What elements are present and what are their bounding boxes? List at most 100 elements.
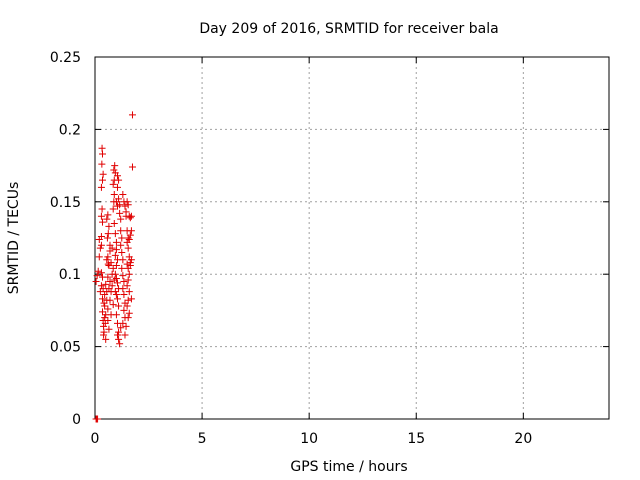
data-point: [123, 198, 131, 206]
data-point: [104, 230, 112, 238]
data-point: [98, 144, 106, 152]
y-tick-label: 0.05: [50, 340, 81, 356]
data-point: [104, 317, 112, 325]
x-axis-label: GPS time / hours: [290, 459, 407, 475]
data-point: [109, 264, 117, 272]
data-point: [104, 273, 112, 281]
data-point: [101, 314, 109, 322]
data-point: [94, 415, 102, 423]
data-point: [115, 195, 123, 203]
data-point: [126, 259, 134, 267]
chart-title: Day 209 of 2016, SRMTID for receiver bal…: [199, 21, 498, 37]
data-point: [124, 314, 132, 322]
data-point: [111, 288, 119, 296]
data-point: [113, 331, 121, 339]
data-point: [111, 230, 119, 238]
data-point: [97, 233, 105, 241]
data-point: [97, 282, 105, 290]
data-point: [120, 277, 128, 285]
data-point: [108, 282, 116, 290]
data-point: [103, 215, 111, 223]
data-point: [118, 234, 126, 242]
data-point: [127, 256, 135, 264]
data-point: [116, 209, 124, 217]
data-point: [120, 290, 128, 298]
data-point: [119, 285, 127, 293]
data-point: [116, 340, 124, 348]
data-point: [107, 259, 115, 267]
plot-frame: [94, 56, 610, 420]
data-point: [98, 160, 106, 168]
data-point: [128, 163, 136, 171]
data-point: [100, 328, 108, 336]
data-point: [104, 211, 112, 219]
data-point: [109, 180, 117, 188]
data-point: [105, 285, 113, 293]
data-point: [109, 301, 117, 309]
data-point: [110, 276, 118, 284]
data-point: [123, 260, 131, 268]
data-point: [95, 253, 103, 261]
x-tick-label: 20: [514, 431, 532, 447]
data-point: [113, 295, 121, 303]
data-point: [123, 282, 131, 290]
x-tick-label: 5: [198, 431, 207, 447]
data-point: [108, 244, 116, 252]
data-point: [112, 238, 120, 246]
data-point: [111, 270, 119, 278]
data-point: [111, 162, 119, 170]
data-point: [105, 325, 113, 333]
data-point: [103, 234, 111, 242]
grid: [95, 57, 609, 419]
data-point: [104, 253, 112, 261]
data-point: [121, 331, 129, 339]
x-tick-label: 10: [300, 431, 318, 447]
data-point: [112, 262, 120, 270]
data-point: [94, 267, 102, 275]
data-point: [119, 319, 127, 327]
data-point: [127, 295, 135, 303]
data-point: [93, 272, 101, 280]
data-point: [112, 290, 120, 298]
data-point: [120, 306, 128, 314]
data-point: [119, 191, 127, 199]
y-tick-label: 0.2: [59, 122, 81, 138]
data-point: [104, 305, 112, 313]
data-point: [112, 246, 120, 254]
x-tick-label: 15: [407, 431, 425, 447]
data-point: [126, 231, 134, 239]
data-point: [109, 205, 117, 213]
data-point: [127, 212, 135, 220]
y-tick-label: 0.15: [50, 195, 81, 211]
data-point: [125, 270, 133, 278]
data-point: [125, 309, 133, 317]
data-point: [113, 183, 121, 191]
data-point: [110, 166, 118, 174]
data-point: [126, 214, 134, 222]
y-tick-label: 0: [72, 412, 81, 428]
data-point: [102, 280, 110, 288]
data-point: [117, 227, 125, 235]
data-point: [113, 279, 121, 287]
data-point: [116, 201, 124, 209]
data-point: [110, 220, 118, 228]
data-point: [117, 241, 125, 249]
data-point: [112, 311, 120, 319]
data-point: [98, 176, 106, 184]
data-point: [106, 277, 114, 285]
data-point: [115, 302, 123, 310]
data-point: [118, 264, 126, 272]
data-point: [105, 222, 113, 230]
data-point: [110, 191, 118, 199]
data-point: [119, 256, 127, 264]
data-point: [97, 183, 105, 191]
data-point: [97, 241, 105, 249]
data-point: [96, 244, 104, 252]
y-tick-label: 0.25: [50, 50, 81, 66]
data-point: [128, 111, 136, 119]
data-point: [98, 205, 106, 213]
data-point: [124, 276, 132, 284]
data-point: [115, 335, 123, 343]
